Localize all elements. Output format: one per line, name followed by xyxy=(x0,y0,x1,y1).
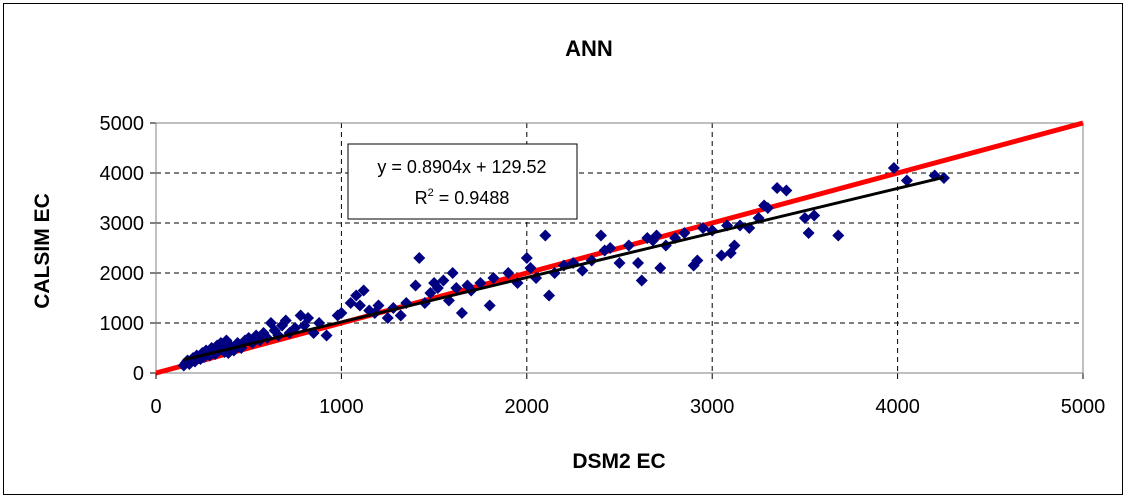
data-point xyxy=(798,212,811,224)
r-squared-label: R2 = 0.9488 xyxy=(415,187,510,208)
data-point xyxy=(539,229,552,242)
y-tick-labels: 0 1000 2000 3000 4000 5000 xyxy=(100,113,145,385)
data-point xyxy=(650,229,663,242)
y-tick-label: 5000 xyxy=(100,113,145,135)
data-point xyxy=(381,312,394,324)
data-point xyxy=(424,287,437,299)
data-point xyxy=(780,184,793,197)
data-point xyxy=(887,162,900,174)
data-point xyxy=(372,299,385,312)
data-point xyxy=(715,249,728,262)
data-point xyxy=(344,297,357,309)
x-tick-label: 4000 xyxy=(875,396,920,418)
data-point xyxy=(357,284,370,297)
x-tick-label: 2000 xyxy=(505,396,550,418)
data-point xyxy=(353,299,366,312)
data-point xyxy=(320,329,333,342)
data-point xyxy=(302,312,315,324)
data-point xyxy=(409,279,422,292)
y-tick-label: 4000 xyxy=(100,163,145,185)
data-point xyxy=(413,252,426,264)
x-tick-label: 3000 xyxy=(690,396,735,418)
y-tick-label: 1000 xyxy=(100,313,145,335)
x-tick-label: 5000 xyxy=(1061,396,1106,418)
data-point xyxy=(474,277,487,289)
data-point xyxy=(808,209,821,222)
one-to-one-line xyxy=(155,120,1084,376)
data-point xyxy=(691,254,704,267)
x-tick-labels: 0 1000 2000 3000 4000 5000 xyxy=(150,396,1105,418)
data-point xyxy=(696,222,709,234)
data-point xyxy=(654,262,667,274)
y-tick-label: 0 xyxy=(133,363,144,385)
data-point xyxy=(604,242,617,254)
data-point xyxy=(635,274,648,287)
data-point xyxy=(632,257,645,269)
data-point xyxy=(446,267,459,279)
data-point xyxy=(761,202,774,214)
trend-line xyxy=(183,175,945,362)
y-tick-label: 3000 xyxy=(100,213,145,235)
x-axis-title: DSM2 EC xyxy=(572,450,665,473)
data-point xyxy=(437,274,450,287)
chart-title: ANN xyxy=(565,36,613,61)
data-point xyxy=(502,267,515,279)
data-point xyxy=(483,299,496,312)
x-tick-label: 0 xyxy=(150,396,161,418)
data-point xyxy=(900,174,913,187)
data-point xyxy=(802,227,815,239)
plot-area-border xyxy=(155,122,1084,374)
data-point xyxy=(543,289,556,302)
data-point xyxy=(431,282,444,294)
data-point xyxy=(487,272,500,284)
y-axis-title: CALSIM EC xyxy=(31,193,54,309)
grid xyxy=(150,122,1084,379)
data-point xyxy=(771,182,784,194)
data-point xyxy=(613,257,626,269)
data-point xyxy=(576,264,589,277)
data-point xyxy=(728,239,741,252)
data-point xyxy=(394,309,407,322)
data-point xyxy=(524,262,537,274)
data-point xyxy=(832,229,845,242)
data-point xyxy=(350,289,363,302)
trendline-equation: y = 0.8904x + 129.52 xyxy=(377,157,546,177)
data-point xyxy=(455,307,468,319)
chart-frame: ANN 0 1000 2000 3000 4000 5000 0 1000 2000 3000 4… xyxy=(3,3,1123,495)
data-point xyxy=(520,252,533,264)
scatter-chart: ANN 0 1000 2000 3000 4000 5000 0 1000 2000 3000 4… xyxy=(31,36,1105,473)
data-point xyxy=(622,239,635,252)
data-point xyxy=(678,227,691,239)
data-point xyxy=(450,282,463,294)
data-point xyxy=(279,314,292,327)
trendline-equation-box: y = 0.8904x + 129.52 R2 = 0.9488 xyxy=(347,143,578,220)
data-point xyxy=(335,307,348,319)
x-tick-label: 1000 xyxy=(319,396,364,418)
y-tick-label: 2000 xyxy=(100,263,145,285)
data-point xyxy=(594,229,607,242)
